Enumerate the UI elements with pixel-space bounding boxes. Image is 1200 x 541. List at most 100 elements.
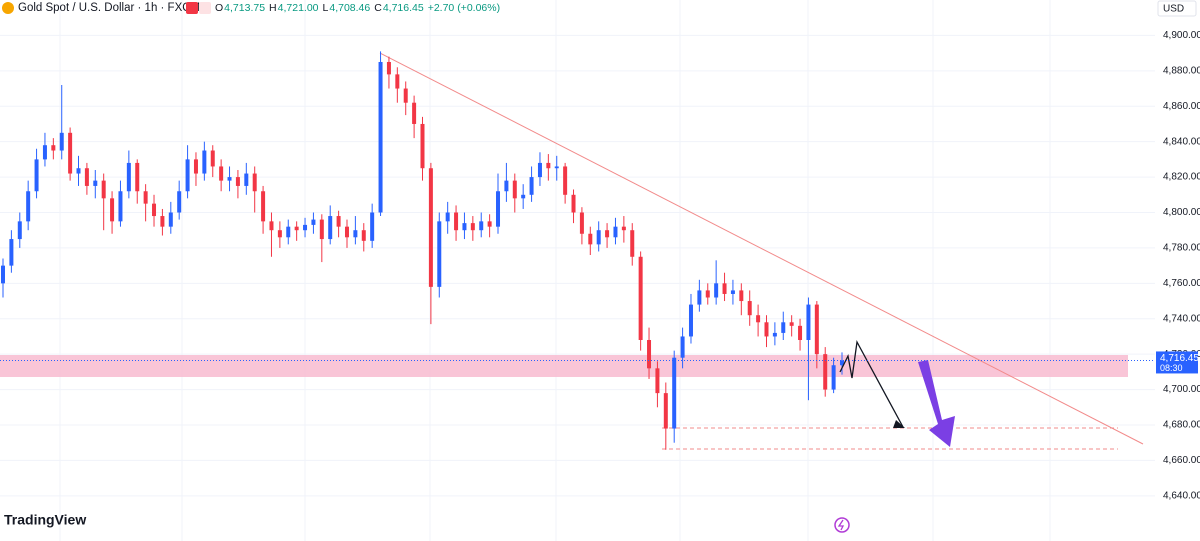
candle-body bbox=[487, 221, 492, 227]
candle-body bbox=[546, 162, 551, 169]
y-tick-label: 4,880.00 bbox=[1163, 65, 1200, 76]
candle-body bbox=[26, 191, 31, 222]
last-price-label: 4,716.45 bbox=[1160, 353, 1199, 364]
candle-body bbox=[42, 145, 47, 160]
y-tick-label: 4,840.00 bbox=[1163, 136, 1200, 147]
candle-body bbox=[521, 194, 526, 199]
candle-body bbox=[638, 256, 643, 340]
candle-body bbox=[202, 150, 207, 174]
y-tick-label: 4,740.00 bbox=[1163, 313, 1200, 324]
candle-body bbox=[747, 301, 752, 316]
candle-body bbox=[118, 191, 123, 222]
y-tick-label: 4,860.00 bbox=[1163, 101, 1200, 112]
candle-body bbox=[630, 230, 635, 257]
currency-box[interactable] bbox=[1157, 0, 1197, 17]
legend-key: L bbox=[323, 2, 329, 14]
alert-icon[interactable] bbox=[834, 517, 850, 533]
candle-body bbox=[496, 191, 501, 227]
candle-body bbox=[34, 159, 39, 192]
candle-body bbox=[1, 265, 5, 284]
candle-body bbox=[705, 290, 710, 298]
candle-body bbox=[781, 322, 786, 333]
badge bbox=[199, 2, 211, 14]
y-tick-label: 4,820.00 bbox=[1163, 172, 1200, 183]
arrow-head bbox=[893, 420, 905, 428]
candle-body bbox=[9, 239, 14, 266]
candle-body bbox=[361, 230, 366, 241]
y-tick-label: 4,660.00 bbox=[1163, 455, 1200, 466]
candle-body bbox=[210, 150, 215, 167]
candle-body bbox=[311, 219, 316, 225]
candle-body bbox=[185, 159, 190, 192]
legend-value: 4,716.45 bbox=[383, 2, 424, 14]
candle-body bbox=[101, 180, 106, 199]
support-zone[interactable] bbox=[0, 355, 1128, 377]
candle-body bbox=[680, 336, 685, 358]
candle-body bbox=[470, 223, 475, 231]
candle-body bbox=[722, 283, 727, 294]
candle-body bbox=[219, 166, 224, 181]
change: +2.70 (+0.06%) bbox=[428, 2, 500, 14]
y-tick-label: 4,640.00 bbox=[1163, 490, 1200, 501]
candle-body bbox=[537, 162, 542, 178]
candle-body bbox=[672, 357, 677, 429]
candle-body bbox=[437, 221, 442, 287]
candle-body bbox=[647, 340, 652, 369]
grid bbox=[0, 0, 1155, 541]
candle-body bbox=[17, 221, 22, 240]
candle-body bbox=[688, 304, 693, 337]
candle-body bbox=[51, 145, 56, 151]
candle-body bbox=[412, 102, 417, 124]
candle-body bbox=[93, 180, 98, 186]
candle-body bbox=[730, 290, 735, 294]
candle-body bbox=[395, 74, 400, 89]
candle-body bbox=[445, 212, 450, 222]
candle-body bbox=[655, 368, 660, 394]
candle-body bbox=[261, 191, 266, 222]
ohlc-legend: O 4,713.75 H 4,721.00 L 4,708.46 C 4,716.45 +2.7… bbox=[215, 2, 500, 14]
candle-body bbox=[789, 322, 794, 326]
candle-body bbox=[244, 173, 249, 186]
candle-body bbox=[814, 304, 819, 355]
legend-key: O bbox=[215, 2, 223, 14]
y-tick-label: 4,900.00 bbox=[1163, 30, 1200, 41]
candle-body bbox=[588, 233, 593, 245]
symbol-logo bbox=[2, 2, 14, 14]
candle-body bbox=[328, 216, 333, 240]
path-arrow[interactable] bbox=[839, 339, 904, 428]
candle-body bbox=[110, 198, 115, 222]
legend-key: H bbox=[269, 2, 277, 14]
candle-body bbox=[571, 194, 576, 213]
y-tick-label: 4,780.00 bbox=[1163, 243, 1200, 254]
candle-body bbox=[420, 123, 425, 169]
y-tick-label: 4,680.00 bbox=[1163, 420, 1200, 431]
candle-body bbox=[303, 224, 308, 231]
candle-body bbox=[831, 365, 836, 390]
candle-body bbox=[235, 177, 240, 186]
candle-body bbox=[378, 61, 383, 213]
candle-body bbox=[294, 226, 299, 231]
candle-body bbox=[554, 166, 559, 169]
legend-value: 4,708.46 bbox=[329, 2, 370, 14]
candle-body bbox=[68, 132, 73, 174]
y-tick-label: 4,700.00 bbox=[1163, 384, 1200, 395]
candle-body bbox=[277, 230, 282, 238]
candle-body bbox=[160, 216, 165, 227]
candle-body bbox=[697, 290, 702, 305]
candle-body bbox=[663, 393, 668, 429]
currency: USD bbox=[1163, 4, 1184, 15]
candle-body bbox=[504, 180, 509, 192]
trend-line[interactable] bbox=[379, 52, 1144, 445]
candle-body bbox=[227, 177, 232, 181]
candle-body bbox=[336, 216, 341, 227]
candle-body bbox=[529, 177, 534, 195]
candle-body bbox=[84, 168, 89, 186]
price-axis bbox=[1155, 0, 1200, 541]
big-arrow[interactable] bbox=[918, 360, 955, 447]
candle-body bbox=[479, 221, 484, 231]
legend-value: 4,721.00 bbox=[278, 2, 319, 14]
candle-body bbox=[772, 332, 777, 337]
candle-body bbox=[252, 173, 257, 192]
candle-body bbox=[462, 223, 467, 231]
